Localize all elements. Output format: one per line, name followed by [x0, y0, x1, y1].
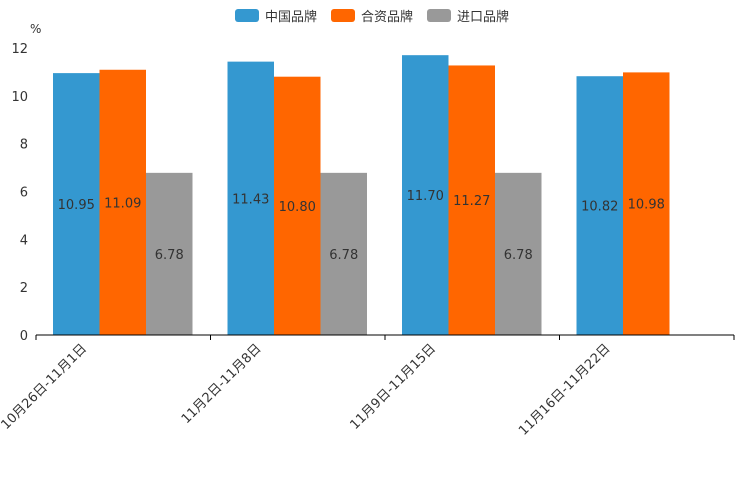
- bar: [274, 76, 321, 335]
- data-label: 11.27: [453, 194, 490, 209]
- legend-label-import: 进口品牌: [457, 10, 510, 25]
- data-label: 10.98: [628, 198, 665, 213]
- x-tick-label: 11月2日-11月8日: [179, 341, 265, 427]
- legend-item-china[interactable]: 中国品牌: [234, 6, 317, 25]
- legend-item-import[interactable]: 进口品牌: [427, 6, 509, 25]
- data-label: 6.78: [155, 248, 184, 263]
- x-tick-label: 11月16日-11月22日: [516, 341, 613, 438]
- y-tick-label: 12: [11, 42, 28, 57]
- data-label: 10.95: [58, 198, 95, 213]
- bar: [227, 61, 274, 335]
- data-label: 11.43: [232, 192, 269, 207]
- data-label: 10.82: [581, 200, 618, 215]
- legend-label-joint: 合资品牌: [360, 10, 413, 25]
- data-label: 11.09: [104, 196, 141, 211]
- data-label: 6.78: [329, 248, 358, 263]
- bar: [402, 55, 449, 336]
- y-axis-unit: %: [30, 22, 42, 36]
- y-tick-label: 4: [20, 233, 28, 248]
- bar: [146, 172, 193, 335]
- data-label: 6.78: [504, 248, 533, 263]
- data-label: 10.80: [279, 200, 316, 215]
- legend-swatch-china: [234, 9, 259, 22]
- y-tick-label: 8: [20, 138, 28, 153]
- bar: [623, 72, 670, 336]
- legend-swatch-joint: [330, 9, 355, 22]
- data-label: 11.70: [407, 189, 444, 204]
- legend-item-joint[interactable]: 合资品牌: [330, 6, 413, 25]
- bar: [576, 76, 623, 335]
- legend: 中国品牌 合资品牌 进口品牌: [0, 6, 744, 25]
- y-tick-label: 10: [11, 90, 28, 105]
- bar: [495, 172, 542, 335]
- legend-swatch-import: [427, 9, 451, 22]
- bar: [320, 172, 367, 335]
- bar: [448, 65, 495, 335]
- bar: [99, 69, 146, 336]
- legend-label-china: 中国品牌: [264, 10, 317, 25]
- x-tick-label: 11月9日-11月15日: [347, 341, 439, 433]
- bar: [53, 73, 100, 336]
- x-tick-label: 10月26日-11月1日: [0, 341, 90, 433]
- y-tick-label: 6: [20, 186, 28, 201]
- y-tick-label: 0: [20, 329, 28, 344]
- y-tick-label: 2: [20, 281, 28, 296]
